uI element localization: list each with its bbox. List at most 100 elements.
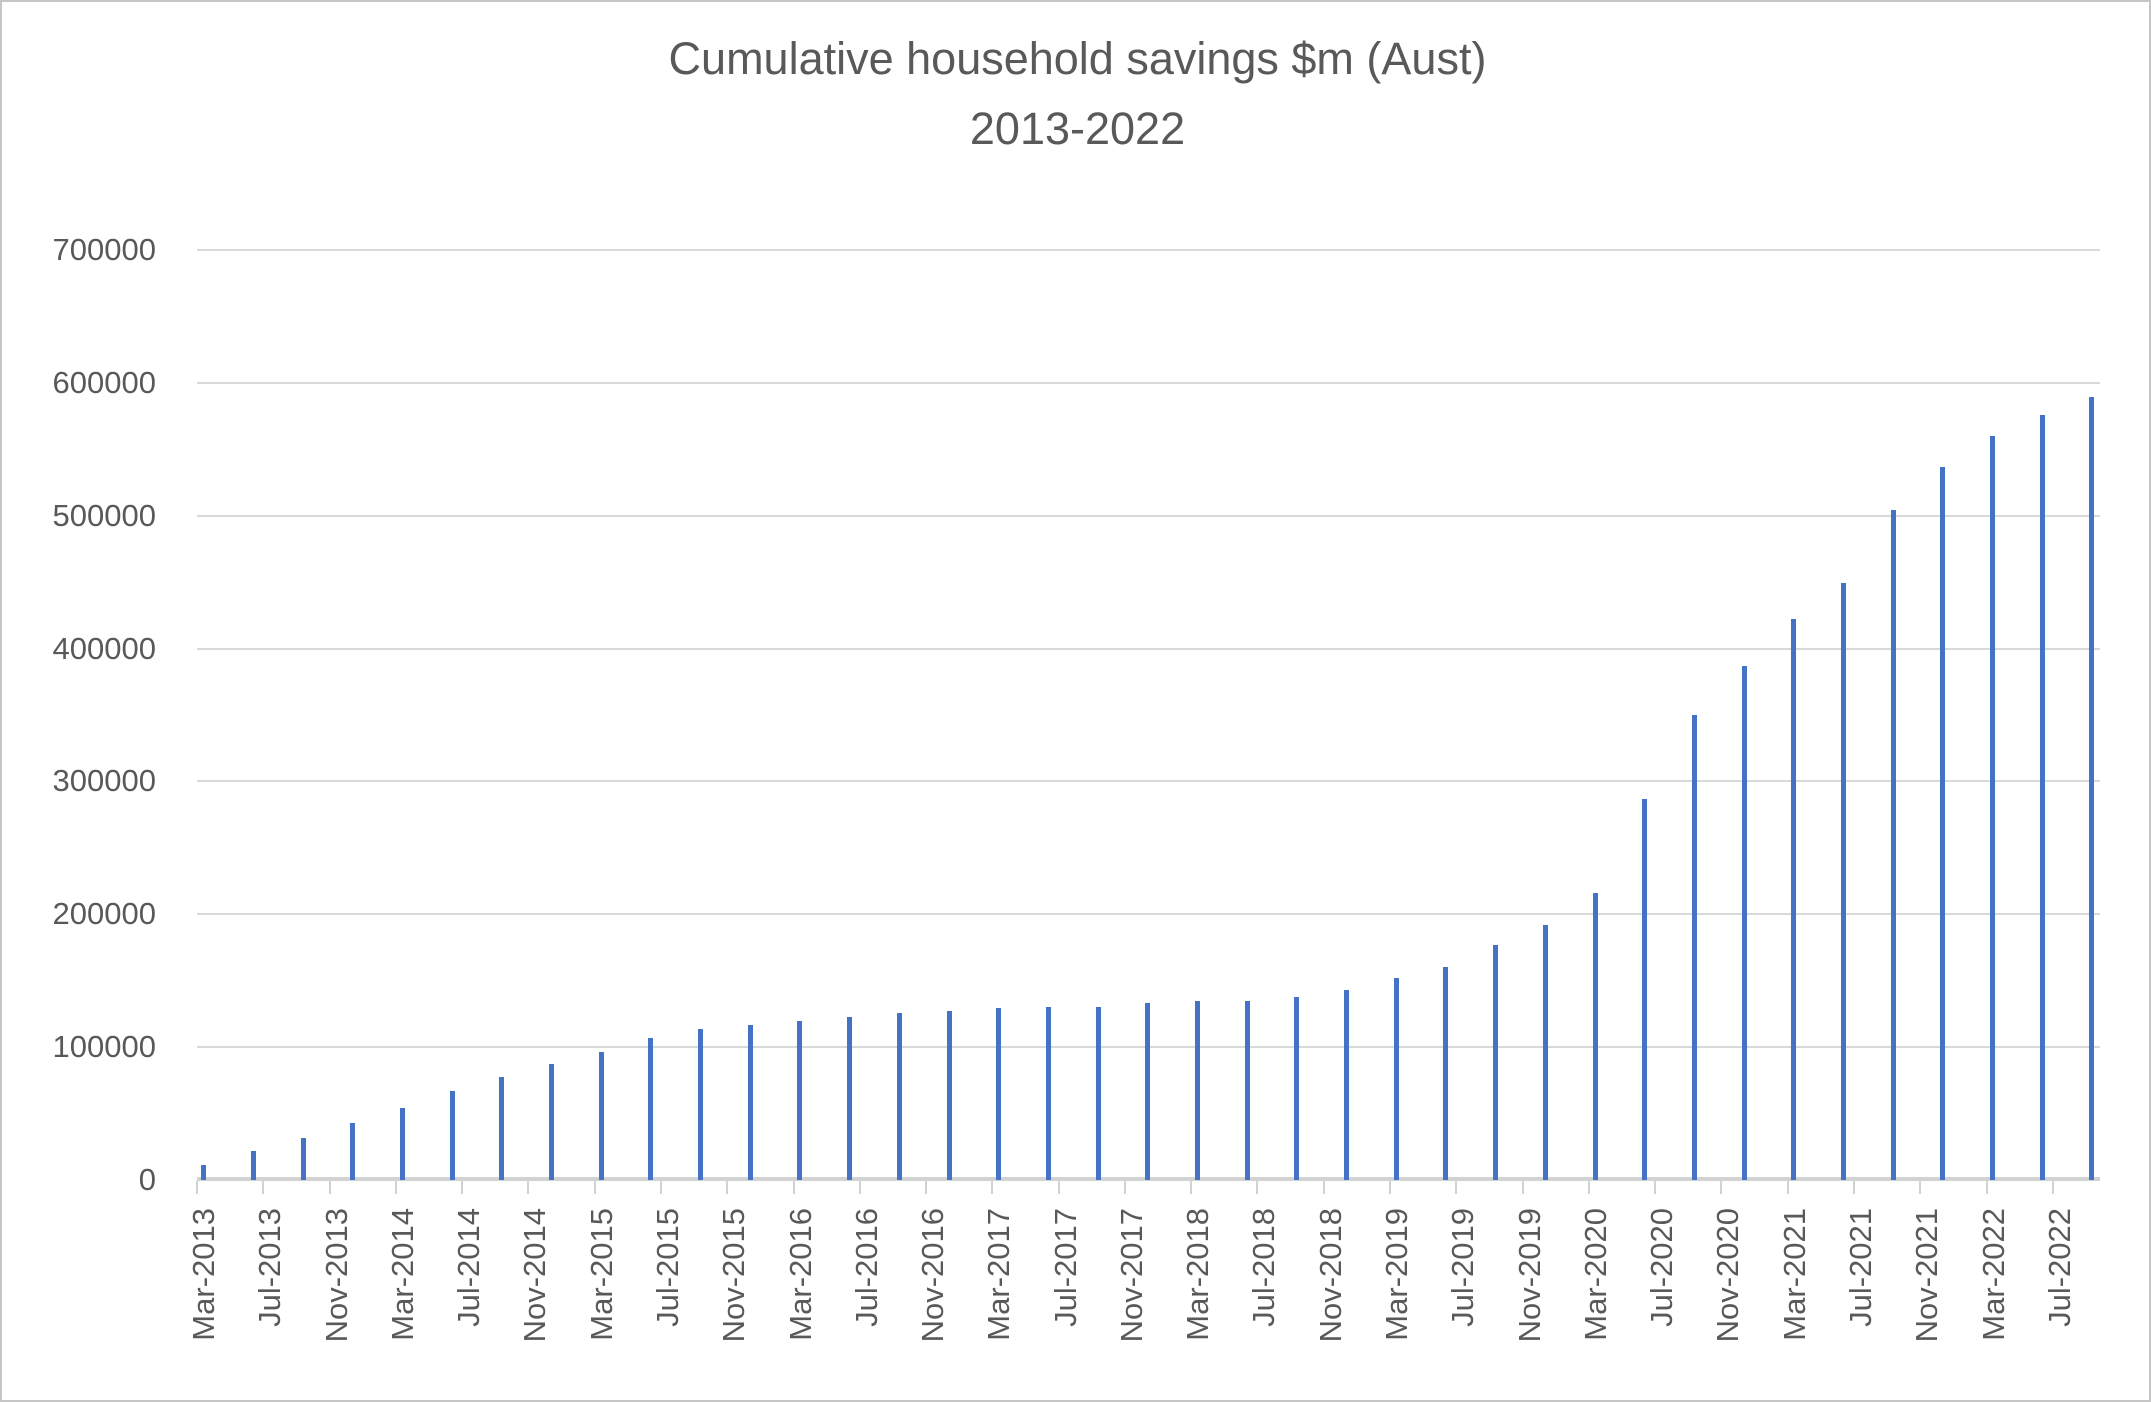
bar (698, 1028, 704, 1180)
bar (1791, 619, 1797, 1180)
x-axis-tick (328, 1181, 331, 1194)
bar (399, 1108, 405, 1180)
bar (847, 1016, 853, 1180)
bar (1195, 1000, 1200, 1180)
bar (250, 1150, 256, 1180)
x-axis-tick (1919, 1181, 1922, 1194)
x-axis-tick-label-text: Jul-2016 (848, 1208, 884, 1327)
y-axis-tick-label: 600000 (52, 364, 156, 400)
bar (449, 1090, 455, 1180)
bar (1294, 997, 1300, 1180)
bar (1244, 1000, 1250, 1180)
x-axis-tick-label-text: Nov-2020 (1710, 1208, 1746, 1343)
x-axis-tick-label-text: Jul-2017 (1047, 1208, 1083, 1327)
x-axis-tick-label-text: Nov-2016 (915, 1208, 951, 1343)
x-axis-tick-label-text: Mar-2021 (1776, 1208, 1812, 1341)
bar (1940, 466, 1946, 1180)
bar (797, 1020, 803, 1180)
x-axis-tick (262, 1181, 265, 1194)
y-axis-tick-label: 500000 (52, 497, 156, 533)
x-axis-tick (1521, 1181, 1524, 1194)
bar (2089, 397, 2095, 1180)
x-axis-tick-label-text: Mar-2014 (384, 1208, 420, 1341)
chart-subtitle: 2013-2022 (969, 103, 1186, 154)
y-axis-tick-label: 0 (138, 1162, 156, 1197)
bar (1691, 715, 1697, 1180)
bar (1592, 893, 1598, 1180)
x-axis-tick-label-text: Nov-2019 (1511, 1208, 1547, 1343)
x-axis-tick-label-text: Mar-2018 (1180, 1208, 1216, 1341)
bar (648, 1037, 654, 1180)
x-axis-tick (726, 1181, 729, 1194)
x-axis-tick (991, 1181, 994, 1194)
x-axis-tick (792, 1181, 795, 1194)
x-axis-tick (1322, 1181, 1325, 1194)
y-gridline (197, 780, 2100, 783)
bar (1145, 1002, 1151, 1180)
x-axis-tick (1985, 1181, 1988, 1194)
x-axis-tick-label-text: Jul-2020 (1644, 1208, 1680, 1327)
x-axis-tick-label-text: Mar-2016 (782, 1208, 818, 1341)
bar (1443, 967, 1449, 1180)
bar (201, 1165, 207, 1180)
x-axis-tick-label-text: Mar-2019 (1379, 1208, 1415, 1341)
y-axis-tick-label: 300000 (52, 763, 156, 799)
x-axis-tick-label-text: Mar-2022 (1975, 1208, 2011, 1341)
x-axis-tick (1853, 1181, 1855, 1194)
x-axis-tick-label-text: Jul-2021 (1843, 1208, 1878, 1327)
bar (747, 1024, 753, 1180)
bar (1344, 990, 1350, 1180)
x-axis-tick-label-text: Nov-2021 (1909, 1208, 1945, 1343)
x-axis-tick-label-text: Nov-2018 (1312, 1208, 1348, 1343)
x-axis-tick (1654, 1181, 1657, 1194)
bar (996, 1007, 1002, 1180)
x-axis-tick-label-text: Jul-2018 (1246, 1208, 1282, 1327)
x-axis-tick (527, 1181, 530, 1194)
bar (549, 1064, 555, 1180)
x-axis-tick (2051, 1181, 2054, 1194)
x-axis-tick (1057, 1181, 1060, 1194)
chart-title: Cumulative household savings $m (Aust) (668, 33, 1487, 84)
y-axis-tick-label: 100000 (52, 1029, 156, 1065)
x-axis-tick-label-text: Jul-2014 (451, 1208, 487, 1327)
bar (2039, 414, 2045, 1180)
x-axis-tick-label-text: Jul-2015 (649, 1208, 685, 1327)
x-axis-tick-label-text: Jul-2013 (252, 1208, 288, 1327)
x-axis-tick-label-text: Mar-2020 (1577, 1208, 1613, 1341)
x-axis-tick (1190, 1181, 1193, 1194)
y-gridline (197, 913, 2100, 916)
bar (350, 1122, 356, 1180)
x-axis-tick (1256, 1181, 1259, 1194)
bar (1045, 1007, 1051, 1180)
x-axis-tick-label-text: Jul-2019 (1445, 1208, 1481, 1327)
bar (598, 1052, 604, 1180)
bar (1642, 798, 1648, 1180)
x-axis-tick (858, 1181, 861, 1194)
x-axis-tick (659, 1181, 662, 1194)
x-axis-tick (461, 1181, 464, 1194)
bar (1493, 944, 1499, 1180)
chart-title-block: Cumulative household savings $m (Aust) 2… (2, 24, 2149, 164)
bar (1840, 583, 1846, 1180)
y-axis-tick-label: 700000 (52, 232, 156, 267)
x-axis-tick-label-text: Nov-2015 (716, 1208, 752, 1343)
x-axis-tick-label-text: Mar-2013 (186, 1208, 221, 1341)
x-axis-tick (196, 1181, 198, 1194)
y-gridline (197, 647, 2100, 650)
x-axis-tick-label-text: Mar-2015 (583, 1208, 619, 1341)
bar (1393, 978, 1399, 1180)
x-axis-tick-label-text: Nov-2014 (517, 1208, 553, 1343)
y-axis-tick-label: 200000 (52, 896, 156, 932)
x-axis-tick-label-text: Nov-2013 (318, 1208, 354, 1343)
bar (946, 1010, 952, 1180)
x-axis-tick-label-text: Mar-2017 (981, 1208, 1017, 1341)
bar (499, 1077, 505, 1180)
bar (300, 1138, 306, 1180)
x-axis-tick (1587, 1181, 1590, 1194)
x-axis-tick-label-text: Nov-2017 (1113, 1208, 1149, 1343)
bar (1890, 510, 1896, 1180)
x-axis-tick (1389, 1181, 1392, 1194)
x-axis-tick (925, 1181, 928, 1194)
y-axis-tick-label: 400000 (52, 630, 156, 666)
